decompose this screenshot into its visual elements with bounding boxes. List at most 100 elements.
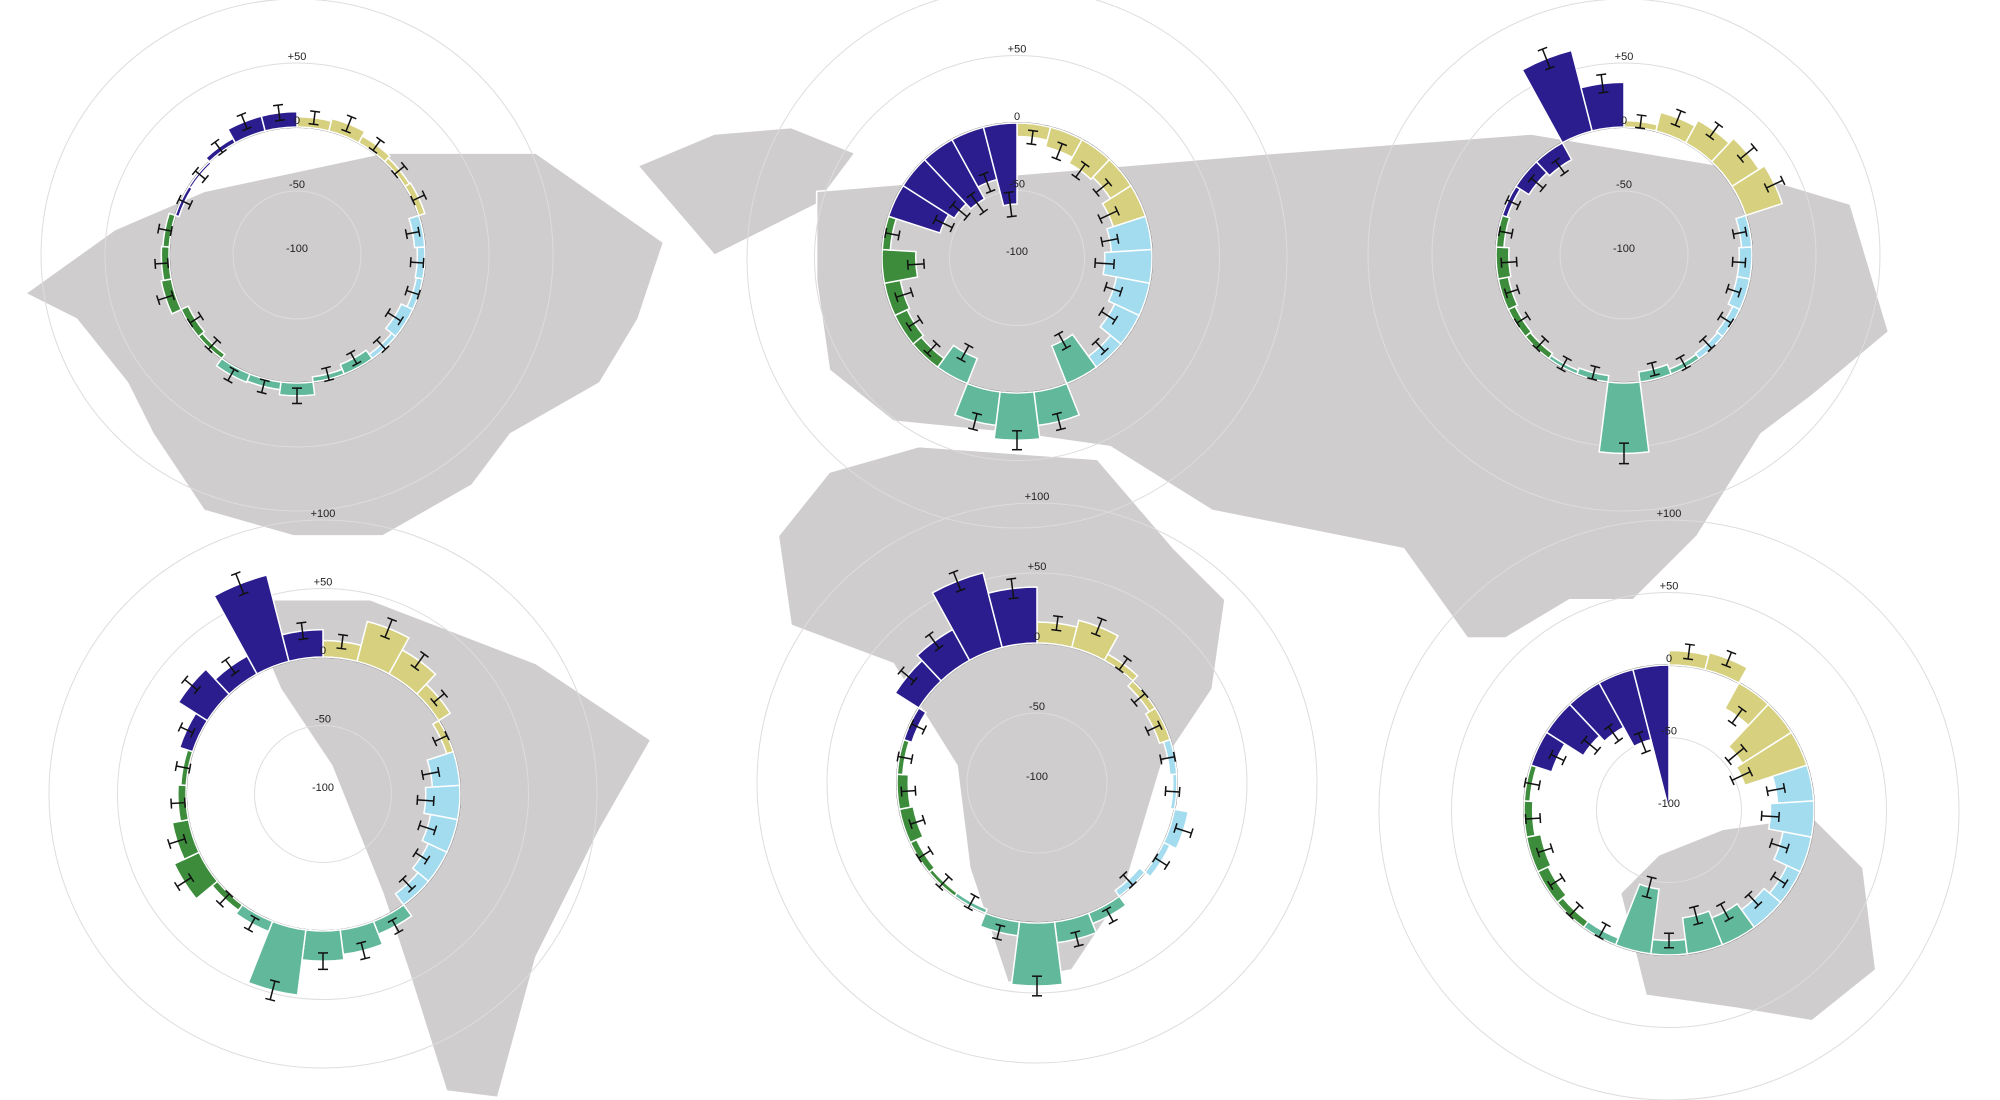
error-cap <box>345 349 356 356</box>
ring-label: -100 <box>1613 243 1635 255</box>
error-cap <box>410 195 416 206</box>
error-cap <box>1061 344 1072 351</box>
error-bar <box>1532 335 1550 353</box>
error-bar <box>1760 810 1781 822</box>
error-bar <box>1683 643 1695 661</box>
error-stem <box>1095 618 1103 635</box>
error-cap <box>1073 943 1084 948</box>
error-cap <box>1097 214 1103 224</box>
error-cap <box>346 114 357 120</box>
error-cap <box>1500 257 1503 268</box>
error-bar <box>1548 749 1567 766</box>
error-stem <box>360 942 366 959</box>
ring-label: +50 <box>1028 561 1047 573</box>
error-cap <box>1546 880 1554 890</box>
grid-ring <box>104 62 490 448</box>
ring-label: +50 <box>1008 43 1027 55</box>
error-bar <box>1100 233 1120 247</box>
error-bar <box>1164 786 1181 798</box>
error-bar <box>431 730 450 747</box>
error-stem <box>1516 315 1529 324</box>
error-cap <box>188 763 192 774</box>
error-cap <box>1562 355 1573 362</box>
ring-label: -100 <box>1658 798 1680 810</box>
error-cap <box>1053 330 1064 337</box>
grid-ring <box>746 0 1288 529</box>
error-stem <box>417 799 434 802</box>
error-stem <box>184 679 198 691</box>
error-bar <box>230 571 249 597</box>
error-bar <box>417 820 438 836</box>
error-bar <box>210 138 228 157</box>
error-cap <box>213 335 222 344</box>
error-bar <box>166 833 188 849</box>
error-stem <box>1057 333 1068 349</box>
error-cap <box>420 769 425 781</box>
error-bar <box>1503 284 1521 299</box>
error-cap <box>1565 911 1574 920</box>
error-bar <box>1594 921 1611 941</box>
error-stem <box>194 170 206 180</box>
error-stem <box>227 369 235 381</box>
error-bar <box>174 760 192 774</box>
error-cap <box>381 345 390 354</box>
error-cap <box>1189 828 1194 839</box>
ring-label: +50 <box>314 576 333 588</box>
error-bar <box>1094 257 1116 270</box>
error-cap <box>1744 226 1748 237</box>
error-bar <box>243 914 260 933</box>
error-stem <box>908 318 921 328</box>
error-cap <box>387 616 398 623</box>
error-cap <box>1094 257 1097 268</box>
error-cap <box>1071 173 1081 181</box>
error-cap <box>1539 183 1547 193</box>
error-stem <box>1772 875 1786 885</box>
ring-label: +100 <box>311 508 336 520</box>
error-cap <box>210 138 220 146</box>
error-cap <box>400 161 409 171</box>
error-bar <box>390 161 409 179</box>
error-bar <box>430 689 449 707</box>
error-stem <box>391 919 400 933</box>
error-stem <box>1101 238 1118 243</box>
error-cap <box>927 845 934 856</box>
error-stem <box>967 895 976 909</box>
error-bar <box>420 766 441 781</box>
error-bar <box>915 845 934 863</box>
error-cap <box>187 200 194 210</box>
error-cap <box>1178 786 1181 798</box>
error-stem <box>1007 192 1013 217</box>
error-cap <box>1051 628 1062 632</box>
error-stem <box>1074 931 1080 946</box>
ring-label: +50 <box>1660 580 1679 592</box>
error-cap <box>1116 233 1120 244</box>
error-cap <box>320 365 331 370</box>
bar <box>1580 81 1625 132</box>
error-bar <box>1053 330 1072 351</box>
error-cap <box>948 200 957 209</box>
error-bar <box>1641 875 1657 900</box>
error-bar <box>1664 932 1674 949</box>
error-cap <box>336 647 347 650</box>
error-bar <box>1090 616 1107 638</box>
error-bar <box>897 666 918 686</box>
error-cap <box>1114 666 1124 674</box>
error-stem <box>410 261 424 264</box>
error-bar <box>956 342 974 363</box>
ring-label: -50 <box>1616 179 1632 191</box>
error-cap <box>154 258 157 269</box>
error-stem <box>928 634 940 649</box>
error-bar <box>1546 872 1566 890</box>
error-stem <box>219 893 230 905</box>
error-bar <box>345 349 362 367</box>
error-bar <box>967 411 983 432</box>
error-cap <box>978 171 989 177</box>
error-cap <box>1028 129 1039 133</box>
error-cap <box>914 785 917 796</box>
error-cap <box>1108 918 1118 925</box>
error-stem <box>1506 199 1519 207</box>
error-stem <box>419 824 436 832</box>
bar <box>1598 381 1650 455</box>
error-stem <box>1598 923 1607 938</box>
